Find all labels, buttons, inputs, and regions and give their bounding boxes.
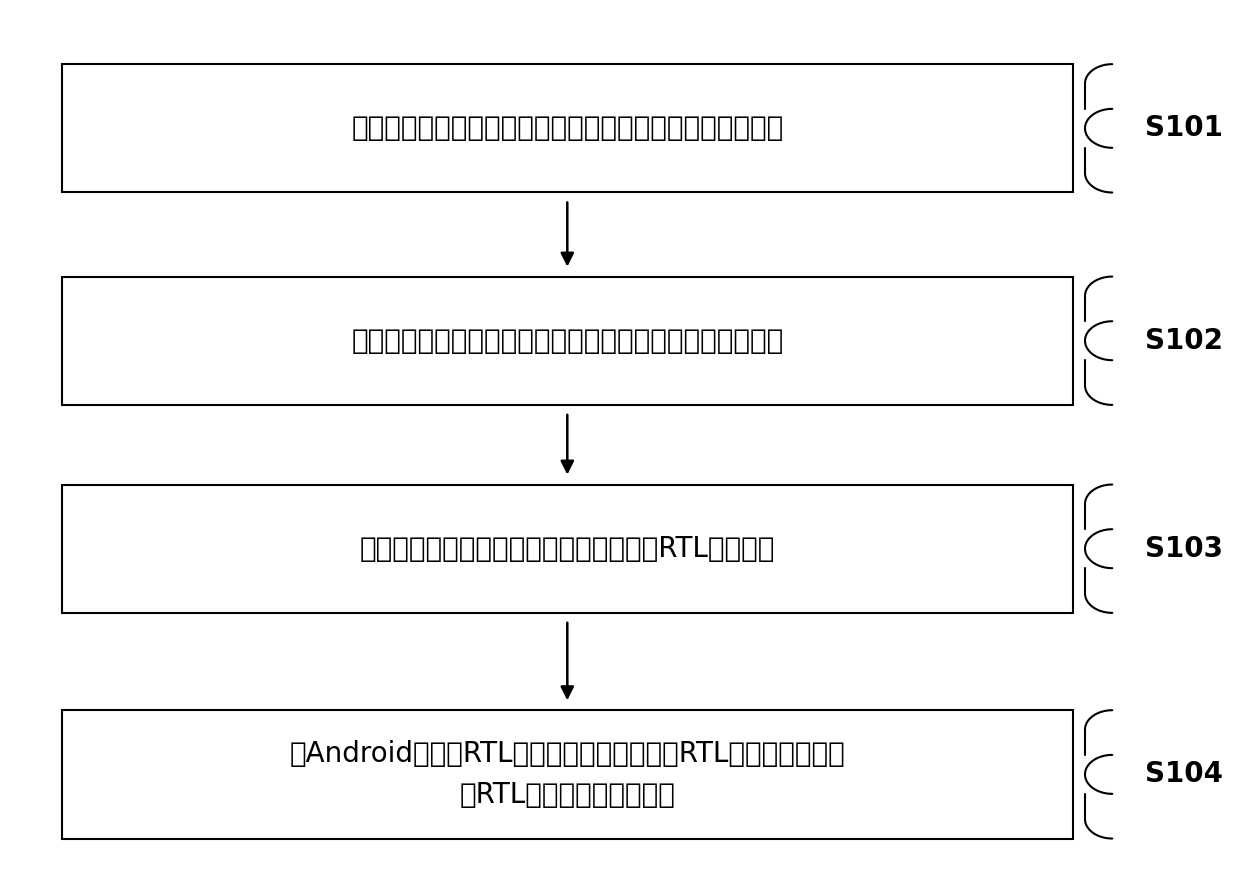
- Text: 对待适配页面进行分割，得到待适配页面上的每一独立元素: 对待适配页面进行分割，得到待适配页面上的每一独立元素: [351, 114, 784, 142]
- Text: S103: S103: [1146, 535, 1223, 563]
- Text: 当Android系统的RTL布局功能使能时，调用RTL布局文件，以按
照RTL布局显示待适配页面: 当Android系统的RTL布局功能使能时，调用RTL布局文件，以按 照RTL布…: [289, 740, 846, 809]
- Text: S101: S101: [1146, 114, 1223, 142]
- Text: S102: S102: [1146, 327, 1223, 355]
- FancyBboxPatch shape: [62, 484, 1073, 612]
- FancyBboxPatch shape: [62, 65, 1073, 193]
- Text: 分别对每一独立元素进行定义，以确定每一独立元素的布局: 分别对每一独立元素进行定义，以确定每一独立元素的布局: [351, 327, 784, 355]
- Text: S104: S104: [1146, 760, 1223, 789]
- Text: 根据各独立元素的布局生成待适配页面的RTL布局文件: 根据各独立元素的布局生成待适配页面的RTL布局文件: [360, 535, 775, 563]
- FancyBboxPatch shape: [62, 710, 1073, 839]
- FancyBboxPatch shape: [62, 276, 1073, 405]
